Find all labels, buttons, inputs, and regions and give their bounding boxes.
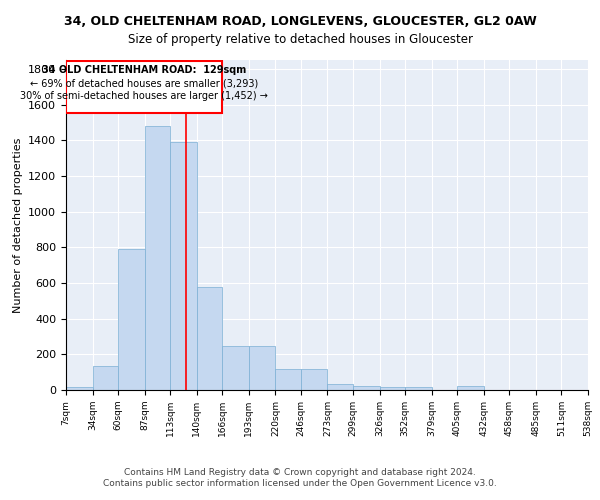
Bar — [118, 249, 145, 390]
Bar — [405, 388, 431, 390]
Text: 30% of semi-detached houses are larger (1,452) →: 30% of semi-detached houses are larger (… — [20, 90, 268, 101]
Bar — [197, 288, 223, 390]
Text: Size of property relative to detached houses in Gloucester: Size of property relative to detached ho… — [128, 32, 473, 46]
Bar — [328, 384, 353, 390]
Y-axis label: Number of detached properties: Number of detached properties — [13, 138, 23, 312]
Bar — [249, 346, 275, 390]
Text: Contains HM Land Registry data © Crown copyright and database right 2024.
Contai: Contains HM Land Registry data © Crown c… — [103, 468, 497, 487]
Text: ← 69% of detached houses are smaller (3,293): ← 69% of detached houses are smaller (3,… — [30, 78, 258, 88]
Text: 34 OLD CHELTENHAM ROAD:  129sqm: 34 OLD CHELTENHAM ROAD: 129sqm — [42, 65, 246, 75]
Bar — [170, 142, 197, 390]
Bar — [223, 346, 249, 390]
Bar — [66, 388, 92, 390]
Bar — [145, 126, 170, 390]
Bar — [380, 388, 405, 390]
Bar — [301, 370, 328, 390]
FancyBboxPatch shape — [66, 61, 223, 112]
Bar — [275, 370, 301, 390]
Text: 34, OLD CHELTENHAM ROAD, LONGLEVENS, GLOUCESTER, GL2 0AW: 34, OLD CHELTENHAM ROAD, LONGLEVENS, GLO… — [64, 15, 536, 28]
Bar — [92, 366, 118, 390]
Bar — [353, 386, 380, 390]
Bar — [457, 386, 484, 390]
